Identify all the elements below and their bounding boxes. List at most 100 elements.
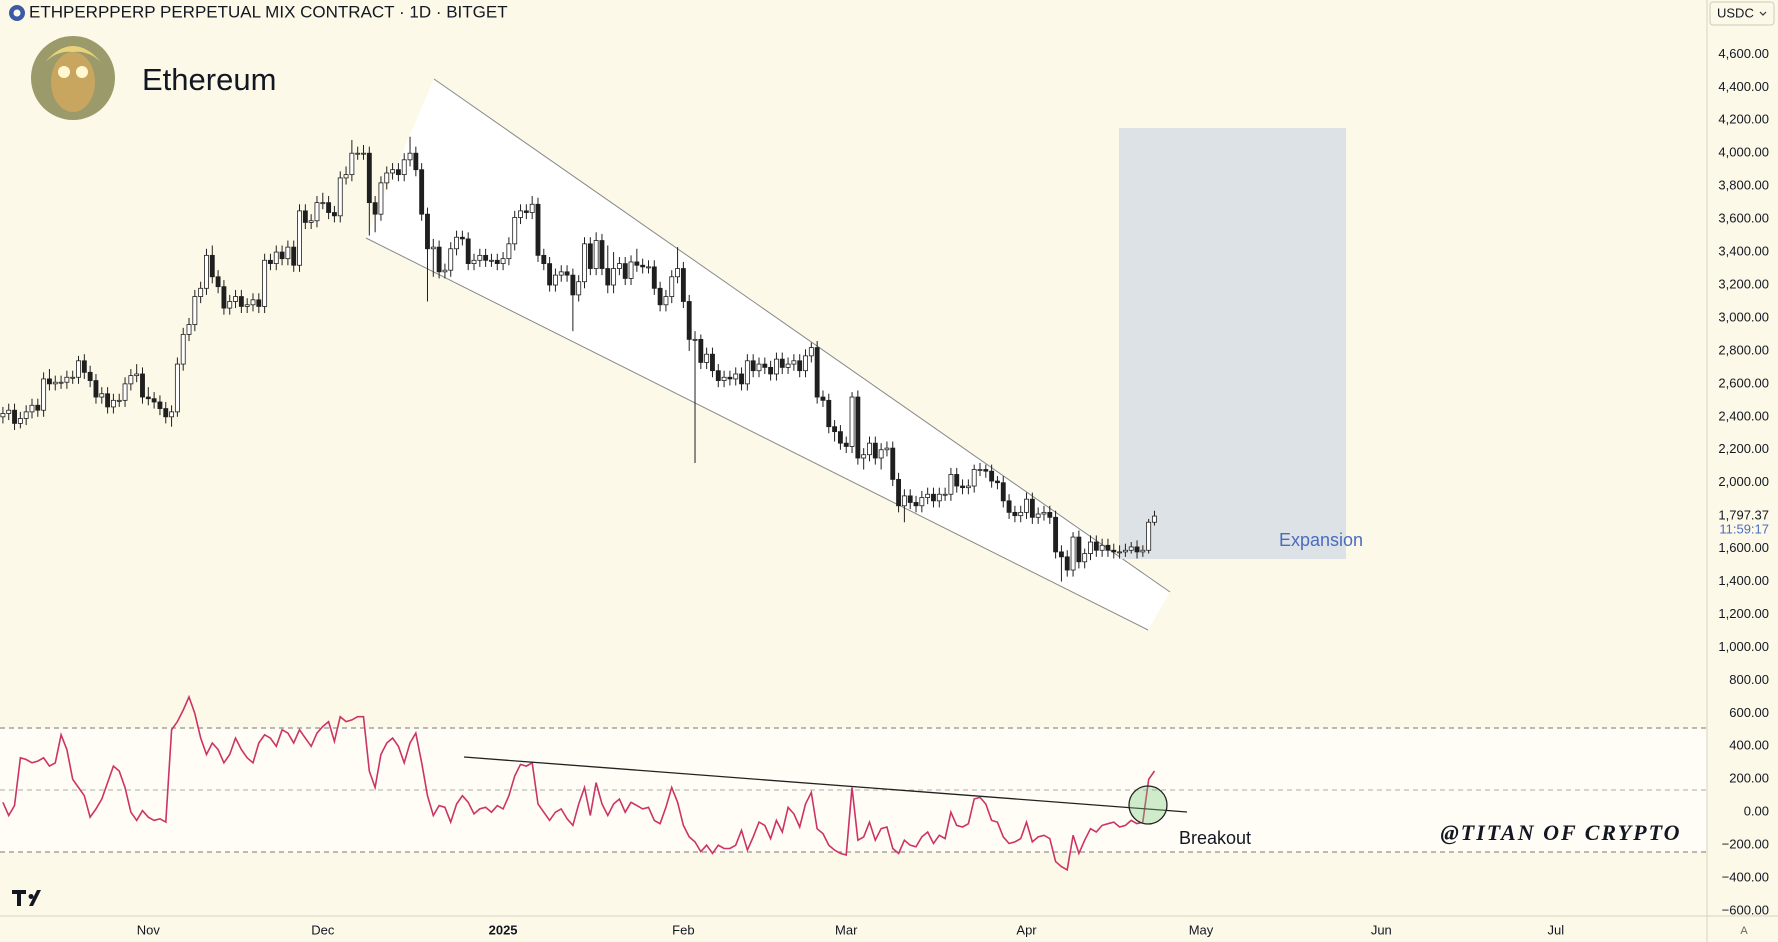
candle-body bbox=[29, 404, 35, 413]
candle-body bbox=[6, 409, 12, 414]
y-tick-label: 3,000.00 bbox=[1718, 309, 1769, 324]
currency-select[interactable] bbox=[1709, 1, 1775, 26]
candle-body bbox=[122, 383, 128, 401]
candle-body bbox=[942, 493, 948, 496]
candle-body bbox=[174, 363, 180, 413]
y-tick-label: 1,200.00 bbox=[1718, 606, 1769, 621]
candle-body bbox=[826, 399, 832, 428]
candle-body bbox=[1082, 553, 1088, 563]
candle-body bbox=[727, 376, 733, 380]
candle-body bbox=[599, 240, 605, 269]
candle-body bbox=[291, 246, 297, 266]
x-tick-label: Nov bbox=[137, 922, 161, 937]
candle-body bbox=[535, 203, 541, 256]
y-tick-label: 0.00 bbox=[1744, 804, 1769, 819]
candle-body bbox=[925, 493, 931, 498]
channel-lower bbox=[365, 237, 1149, 631]
dropdown-arrow[interactable] bbox=[1759, 11, 1767, 16]
candle-body bbox=[931, 493, 936, 502]
candle-body bbox=[384, 172, 390, 184]
candle-body bbox=[215, 276, 221, 288]
candle-body bbox=[198, 287, 204, 297]
candle-body bbox=[500, 258, 506, 264]
x-tick-label: Dec bbox=[311, 922, 335, 937]
candle-body bbox=[779, 358, 785, 368]
candle-body bbox=[582, 243, 587, 283]
candle-body bbox=[593, 240, 599, 269]
candle-body bbox=[308, 220, 314, 223]
candle-body bbox=[541, 254, 547, 264]
candle-body bbox=[628, 261, 634, 279]
y-tick-label: −400.00 bbox=[1722, 870, 1769, 885]
scale-mode[interactable]: A bbox=[1740, 925, 1748, 937]
candle-body bbox=[273, 251, 279, 264]
candle-body bbox=[204, 254, 209, 289]
avatar-eye bbox=[58, 66, 70, 78]
candle-body bbox=[238, 296, 244, 307]
candle-body bbox=[262, 259, 268, 307]
candle-body bbox=[331, 212, 337, 217]
candle-body bbox=[489, 259, 494, 262]
candle-body bbox=[268, 259, 273, 264]
candle-body bbox=[110, 399, 116, 408]
candle-body bbox=[157, 401, 163, 409]
candle-body bbox=[954, 474, 960, 487]
candle-body bbox=[867, 442, 872, 456]
candle-body bbox=[587, 243, 593, 269]
candle-body bbox=[686, 301, 692, 340]
candle-body bbox=[791, 360, 797, 365]
marks bbox=[0, 136, 1157, 872]
candle-body bbox=[692, 338, 698, 341]
annotation: Expansion bbox=[1279, 530, 1363, 550]
candle-body bbox=[680, 268, 686, 302]
candle-body bbox=[523, 210, 529, 213]
candle-body bbox=[977, 469, 983, 471]
y-tick-label: 2,400.00 bbox=[1718, 408, 1769, 423]
candle-body bbox=[960, 485, 965, 489]
candle-body bbox=[465, 238, 471, 264]
candle-body bbox=[506, 243, 512, 260]
candle-body bbox=[256, 299, 262, 307]
avatar-eye bbox=[76, 66, 88, 78]
candle-body bbox=[855, 396, 861, 459]
candle-body bbox=[547, 263, 553, 286]
candle-body bbox=[180, 334, 186, 365]
oscillator-line bbox=[2, 694, 1156, 872]
candle-body bbox=[372, 202, 378, 215]
candle-body bbox=[843, 442, 849, 447]
y-tick-label: 1,600.00 bbox=[1718, 540, 1769, 555]
candle-body bbox=[872, 442, 878, 459]
candle-body bbox=[901, 495, 907, 507]
candle-body bbox=[849, 396, 855, 447]
y-tick-label: 3,400.00 bbox=[1718, 244, 1769, 259]
countdown: 11:59:17 bbox=[1719, 522, 1769, 537]
candle-body bbox=[361, 152, 366, 155]
candle-body bbox=[907, 495, 913, 503]
candle-body bbox=[1018, 511, 1024, 517]
candle-body bbox=[989, 470, 995, 482]
candle-body bbox=[721, 376, 727, 381]
candle-body bbox=[233, 296, 238, 302]
candle-body bbox=[552, 274, 558, 286]
candle-body bbox=[442, 269, 448, 273]
candle-body bbox=[558, 271, 564, 276]
candle-body bbox=[710, 353, 715, 372]
currency-label[interactable]: USDC bbox=[1717, 5, 1754, 20]
candle-body bbox=[134, 373, 140, 377]
candle-body bbox=[762, 363, 768, 368]
candle-body bbox=[425, 213, 430, 250]
candle-body bbox=[576, 281, 582, 296]
candle-body bbox=[1064, 556, 1070, 571]
candle-body bbox=[355, 152, 361, 155]
candle-body bbox=[1105, 544, 1111, 551]
candle-body bbox=[169, 411, 175, 418]
last-price-label: 1,797.37 bbox=[1718, 508, 1769, 523]
candle-body bbox=[76, 360, 81, 378]
candle-body bbox=[483, 254, 489, 261]
candle-body bbox=[459, 236, 465, 240]
candle-body bbox=[616, 263, 622, 269]
candle-body bbox=[564, 271, 570, 276]
candle-body bbox=[285, 246, 291, 260]
candle-body bbox=[250, 299, 256, 306]
